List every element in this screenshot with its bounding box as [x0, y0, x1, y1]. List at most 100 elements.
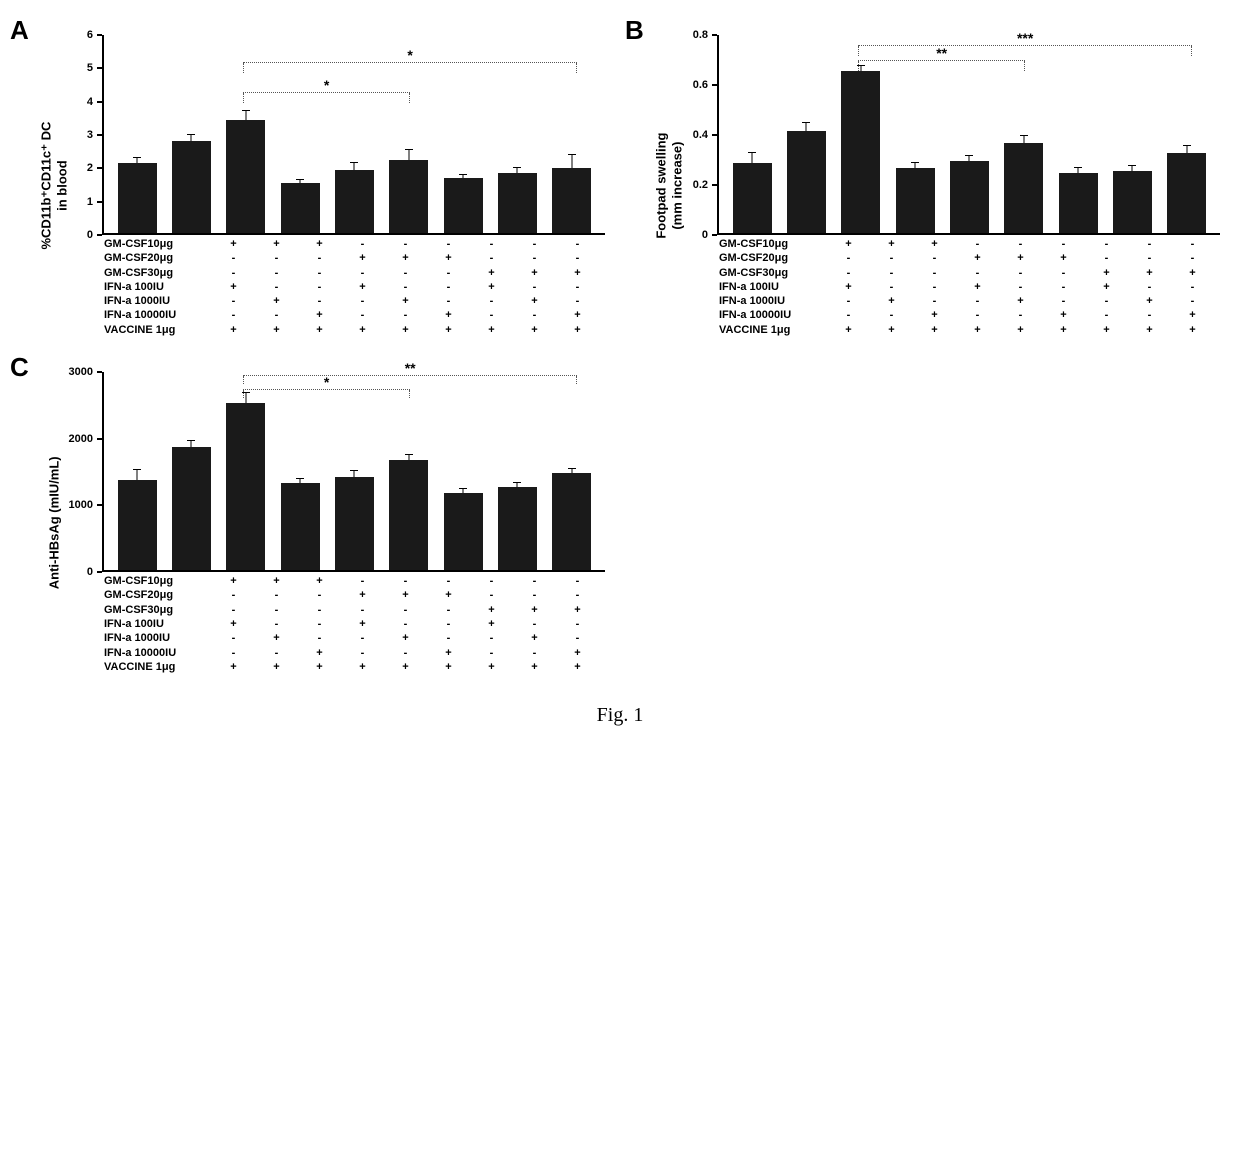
bar [1059, 173, 1098, 233]
treatment-cell: + [427, 646, 470, 660]
treatment-cell: + [298, 237, 341, 251]
bar [118, 163, 157, 233]
treatment-cell: + [470, 323, 513, 337]
treatment-cell: + [556, 646, 599, 660]
treatment-cell: + [556, 308, 599, 322]
bar [389, 160, 428, 233]
treatment-cell: - [870, 251, 913, 265]
bar [444, 493, 483, 570]
bar [118, 480, 157, 570]
treatment-cell: - [956, 294, 999, 308]
treatment-cell: - [999, 237, 1042, 251]
treatment-cell: - [513, 280, 556, 294]
panel-A: A%CD11b⁺CD11c⁺ DCin blood0123456**GM-CSF… [20, 20, 605, 337]
treatment-cell: - [427, 237, 470, 251]
treatment-row-label: GM-CSF10μg [104, 574, 206, 588]
ytick-label: 2 [87, 162, 97, 174]
treatment-cell: + [341, 660, 384, 674]
treatment-cell: - [913, 294, 956, 308]
treatment-cell: - [470, 294, 513, 308]
treatment-row-label: IFN-a 100IU [104, 617, 206, 631]
ytick-label: 0.4 [693, 129, 712, 141]
treatment-cell: - [1171, 251, 1214, 265]
treatment-cell: - [956, 308, 999, 322]
treatment-cell: + [255, 237, 298, 251]
treatment-cell: + [556, 323, 599, 337]
treatment-cell: + [513, 603, 556, 617]
y-axis: 0123456 [68, 35, 104, 235]
treatment-cell: - [470, 251, 513, 265]
treatment-cell: - [513, 574, 556, 588]
plot-area: ** [104, 35, 605, 235]
ytick-label: 3000 [69, 366, 97, 378]
treatment-cell: - [1042, 266, 1085, 280]
treatment-cell: - [255, 251, 298, 265]
bar [1167, 153, 1206, 233]
treatment-row-label: GM-CSF20μg [719, 251, 821, 265]
treatment-cell: + [470, 280, 513, 294]
treatment-row-label: IFN-a 100IU [719, 280, 821, 294]
treatment-cell: + [427, 588, 470, 602]
treatment-cell: - [556, 280, 599, 294]
bar [281, 483, 320, 570]
treatment-row: IFN-a 10000IU--+--+--+ [719, 308, 1220, 322]
ytick-label: 6 [87, 29, 97, 41]
treatment-row: VACCINE 1μg+++++++++ [719, 323, 1220, 337]
bar [444, 178, 483, 233]
treatment-cell: - [427, 617, 470, 631]
treatment-cell: - [870, 308, 913, 322]
treatment-cell: + [870, 237, 913, 251]
treatment-cell: - [255, 646, 298, 660]
bar [498, 173, 537, 233]
treatment-row: GM-CSF10μg+++------ [104, 237, 605, 251]
treatment-cell: - [1128, 237, 1171, 251]
treatment-cell: - [384, 308, 427, 322]
treatment-cell: - [341, 266, 384, 280]
treatment-cell: - [255, 588, 298, 602]
treatment-row-label: GM-CSF30μg [719, 266, 821, 280]
treatment-cell: - [999, 266, 1042, 280]
y-axis: 0100020003000 [68, 372, 104, 572]
treatment-cell: - [212, 251, 255, 265]
treatment-cell: + [341, 617, 384, 631]
treatment-cell: - [513, 588, 556, 602]
ytick-label: 3 [87, 129, 97, 141]
treatment-cell: + [212, 280, 255, 294]
treatment-cell: - [212, 308, 255, 322]
treatment-cell: - [470, 308, 513, 322]
treatment-row-label: GM-CSF20μg [104, 251, 206, 265]
treatment-row: GM-CSF10μg+++------ [719, 237, 1220, 251]
treatment-row: IFN-a 100IU+--+--+-- [104, 617, 605, 631]
treatment-cell: - [556, 251, 599, 265]
treatment-cell: + [341, 588, 384, 602]
treatment-row: GM-CSF30μg------+++ [104, 603, 605, 617]
bar [841, 71, 880, 234]
treatment-cell: + [999, 294, 1042, 308]
ytick-label: 0 [87, 229, 97, 241]
treatment-row: GM-CSF30μg------+++ [719, 266, 1220, 280]
treatment-cell: + [255, 574, 298, 588]
treatment-cell: - [212, 646, 255, 660]
treatment-cell: - [556, 237, 599, 251]
treatment-cell: + [956, 280, 999, 294]
treatment-cell: - [298, 603, 341, 617]
treatment-cell: - [470, 646, 513, 660]
treatment-cell: - [255, 603, 298, 617]
treatment-cell: - [427, 603, 470, 617]
treatment-cell: + [999, 251, 1042, 265]
bar [733, 163, 772, 233]
treatment-cell: - [1042, 294, 1085, 308]
treatment-cell: + [827, 323, 870, 337]
figure-grid: A%CD11b⁺CD11c⁺ DCin blood0123456**GM-CSF… [20, 20, 1220, 674]
treatment-cell: + [427, 308, 470, 322]
treatment-cell: + [1128, 266, 1171, 280]
treatment-cell: + [298, 646, 341, 660]
ytick-label: 4 [87, 96, 97, 108]
treatment-cell: + [513, 323, 556, 337]
treatment-cell: - [255, 280, 298, 294]
treatment-cell: + [513, 266, 556, 280]
treatment-cell: - [427, 631, 470, 645]
treatment-cell: - [1171, 280, 1214, 294]
ytick-label: 1000 [69, 499, 97, 511]
treatment-cell: + [384, 323, 427, 337]
